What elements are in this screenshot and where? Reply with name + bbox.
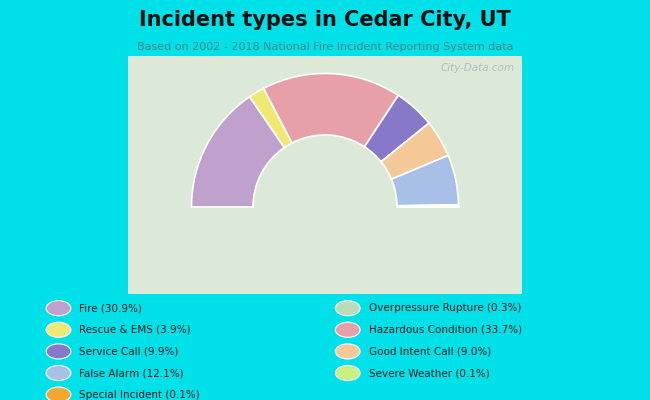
Text: Rescue & EMS (3.9%): Rescue & EMS (3.9%) (79, 325, 191, 335)
Bar (127, 56, 523, 294)
Wedge shape (397, 206, 458, 207)
Wedge shape (397, 205, 458, 206)
Ellipse shape (46, 344, 71, 359)
Wedge shape (264, 74, 398, 147)
Wedge shape (250, 88, 292, 148)
Wedge shape (365, 95, 429, 162)
Text: Severe Weather (0.1%): Severe Weather (0.1%) (369, 368, 489, 378)
Ellipse shape (46, 322, 71, 337)
Wedge shape (391, 156, 458, 206)
Wedge shape (192, 97, 284, 207)
Text: Service Call (9.9%): Service Call (9.9%) (79, 346, 179, 356)
Ellipse shape (46, 366, 71, 380)
Text: Hazardous Condition (33.7%): Hazardous Condition (33.7%) (369, 325, 522, 335)
Ellipse shape (335, 322, 360, 337)
Text: False Alarm (12.1%): False Alarm (12.1%) (79, 368, 184, 378)
Text: Incident types in Cedar City, UT: Incident types in Cedar City, UT (139, 10, 511, 30)
Text: Overpressure Rupture (0.3%): Overpressure Rupture (0.3%) (369, 303, 521, 313)
Text: Good Intent Call (9.0%): Good Intent Call (9.0%) (369, 346, 491, 356)
Ellipse shape (46, 387, 71, 400)
Wedge shape (381, 123, 448, 179)
Text: Special Incident (0.1%): Special Incident (0.1%) (79, 390, 200, 400)
Text: City-Data.com: City-Data.com (440, 63, 514, 73)
Text: Fire (30.9%): Fire (30.9%) (79, 303, 142, 313)
Ellipse shape (335, 366, 360, 380)
Ellipse shape (46, 301, 71, 316)
Ellipse shape (335, 301, 360, 316)
Wedge shape (397, 206, 458, 207)
Text: Based on 2002 - 2018 National Fire Incident Reporting System data: Based on 2002 - 2018 National Fire Incid… (136, 42, 514, 52)
Ellipse shape (335, 344, 360, 359)
